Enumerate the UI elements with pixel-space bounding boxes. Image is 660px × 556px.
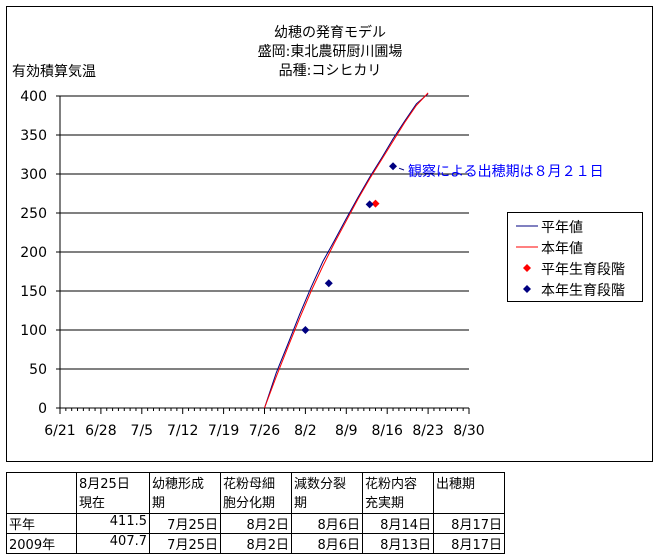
- chart-subtitle-variety: 品種:コシヒカリ: [278, 63, 382, 79]
- stage-marker-3: [324, 279, 333, 288]
- stage-marker-3: [301, 326, 310, 334]
- table-row-label: 2009年: [6, 533, 77, 554]
- legend-label: 平年値: [541, 220, 583, 236]
- x-tick-label: 8/16: [371, 423, 403, 439]
- table-header-cell: 花粉母細 胞分化期: [220, 472, 292, 514]
- table-cell: 8月17日: [433, 513, 505, 534]
- chart-annotation: 観察による出穂期は８月２１日: [408, 164, 604, 180]
- table-row: 2009年 407.7 7月25日 8月2日 8月6日 8月13日 8月17日: [6, 533, 505, 554]
- y-tick-label: 400: [20, 89, 47, 105]
- stage-marker-3: [365, 200, 374, 209]
- table-cell: 8月2日: [220, 533, 292, 554]
- table-header-cell: 出穂期: [433, 472, 505, 514]
- table-cell: 8月6日: [291, 513, 363, 534]
- legend-label: 本年生育段階: [541, 283, 625, 299]
- legend-line-red: [516, 246, 538, 248]
- legend-item-current-stage: 本年生育段階: [508, 279, 644, 299]
- y-tick-label: 250: [20, 206, 47, 222]
- x-tick-label: 8/2: [294, 423, 317, 439]
- legend-item-normal-line: 平年値: [508, 216, 644, 236]
- chart-subtitle-location: 盛岡:東北農研厨川圃場: [257, 44, 403, 60]
- legend-item-normal-stage: 平年生育段階: [508, 258, 644, 278]
- y-tick-label: 150: [20, 284, 47, 300]
- stage-marker-2: [371, 199, 380, 208]
- x-tick-label: 7/5: [131, 423, 154, 439]
- chart-frame: [6, 6, 653, 462]
- table-header-cell: 幼穂形成 期: [149, 472, 221, 514]
- y-tick-label: 100: [20, 323, 47, 339]
- chart-title: 幼穂の発育モデル: [274, 25, 386, 41]
- x-tick-label: 7/19: [208, 423, 239, 439]
- table-cell: 411.5: [76, 513, 150, 534]
- chart-plot: 0 50 100 150 200 250 300 350 400 6/21 6/28 7/5 7/12 7…: [20, 89, 484, 439]
- legend-label: 平年生育段階: [541, 262, 625, 278]
- legend-item-current-line: 本年値: [508, 237, 644, 257]
- table-cell: 8月17日: [433, 533, 505, 554]
- y-axis-label: 有効積算気温: [12, 64, 96, 80]
- y-tick-label: 300: [20, 167, 47, 183]
- y-tick-label: 0: [38, 401, 47, 417]
- table-cell: 8月2日: [220, 513, 292, 534]
- stage-marker-3: [389, 162, 398, 171]
- table-cell: 8月13日: [362, 533, 434, 554]
- x-tick-label: 8/9: [335, 423, 358, 439]
- y-tick-label: 200: [20, 245, 47, 261]
- table-cell: 7月25日: [149, 533, 221, 554]
- x-tick-label: 7/12: [167, 423, 198, 439]
- x-tick-label: 6/28: [85, 423, 116, 439]
- table-cell: 7月25日: [149, 513, 221, 534]
- legend-diamond-red: [523, 264, 531, 272]
- table-header-cell: 8月25日 現在: [76, 472, 150, 514]
- table-row-label: 平年: [6, 513, 77, 534]
- x-tick-label: 8/23: [412, 423, 443, 439]
- annotation-leader: [398, 167, 405, 171]
- x-tick-label: 7/26: [249, 423, 281, 439]
- legend-line-navy: [516, 225, 538, 227]
- x-tick-label: 6/21: [44, 423, 75, 439]
- legend-label: 本年値: [541, 241, 583, 257]
- stage-table: 8月25日 現在 幼穂形成 期 花粉母細 胞分化期 減数分裂 期 花粉内容 充実…: [6, 472, 505, 554]
- table-header-row: 8月25日 現在 幼穂形成 期 花粉母細 胞分化期 減数分裂 期 花粉内容 充実…: [6, 472, 505, 514]
- series-line-0: [264, 93, 429, 409]
- legend-diamond-navy: [523, 285, 531, 293]
- table-cell: 8月6日: [291, 533, 363, 554]
- table-cell: 8月14日: [362, 513, 434, 534]
- table-header-cell: 花粉内容 充実期: [362, 472, 434, 514]
- table-header-cell: [6, 472, 77, 514]
- table-header-cell: 減数分裂 期: [291, 472, 363, 514]
- chart-legend: 平年値 本年値 平年生育段階 本年生育段階: [507, 212, 643, 302]
- table-row: 平年 411.5 7月25日 8月2日 8月6日 8月14日 8月17日: [6, 513, 505, 534]
- y-tick-label: 350: [20, 128, 47, 144]
- x-tick-label: 8/30: [453, 423, 484, 439]
- y-tick-label: 50: [29, 362, 47, 378]
- series-line-1: [264, 92, 429, 409]
- table-cell: 407.7: [76, 533, 150, 554]
